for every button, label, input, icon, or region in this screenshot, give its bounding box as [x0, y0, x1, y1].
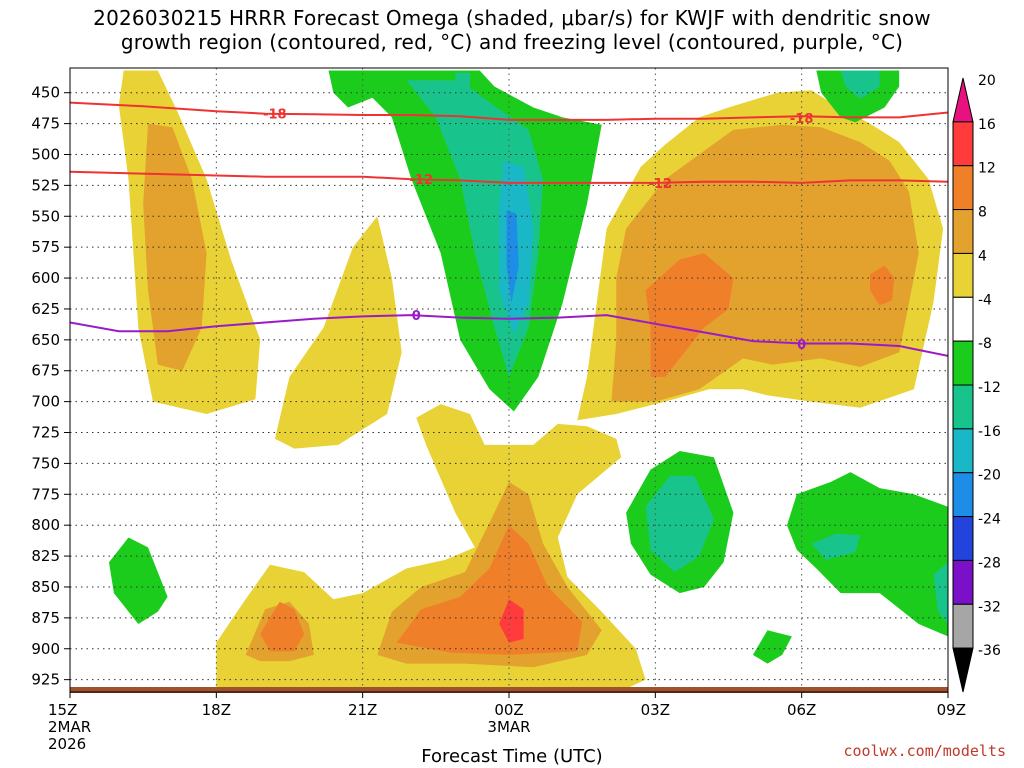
colorbar-band-8 — [952, 209, 974, 254]
y-tick-label-775: 775 — [31, 485, 60, 503]
colorbar-label--20: -20 — [978, 468, 1001, 484]
x-tick-label-00Z: 00Z — [494, 701, 523, 719]
colorbar-band--8 — [952, 340, 974, 386]
colorbar-top-arrow — [952, 77, 974, 123]
y-tick-label-475: 475 — [31, 115, 60, 133]
colorbar-label--16: -16 — [978, 424, 1001, 440]
x-tick-label-15Z: 15Z — [48, 701, 77, 719]
x-axis-label: Forecast Time (UTC) — [421, 746, 603, 767]
y-tick-label-450: 450 — [31, 84, 60, 102]
omega-region-bottom-orange-left — [260, 601, 305, 652]
colorbar-label--12: -12 — [978, 380, 1001, 396]
x-tick-label-09Z: 09Z — [937, 701, 966, 719]
omega-region-bottom-red — [499, 599, 524, 643]
colorbar-label--28: -28 — [978, 555, 1001, 571]
chart-title-line-2: growth region (contoured, red, °C) and f… — [120, 30, 904, 54]
colorbar-bottom-arrow — [952, 647, 974, 693]
isotherm-label-0-1: 0 — [797, 338, 806, 353]
y-tick-label-550: 550 — [31, 207, 60, 225]
colorbar-band-4 — [952, 252, 974, 298]
y-tick-label-725: 725 — [31, 424, 60, 442]
chart-title-line-1: 2026030215 HRRR Forecast Omega (shaded, … — [93, 6, 931, 30]
x-tick-year: 2026 — [48, 735, 86, 753]
isotherm-line--12 — [70, 170, 948, 184]
colorbar-label--24: -24 — [978, 512, 1001, 528]
colorbar-band--16 — [952, 428, 974, 474]
omega-region-right-green-big — [787, 472, 948, 637]
isotherm-label--12-0: -12 — [409, 173, 433, 188]
omega-region-right-teal-spot-a — [811, 533, 861, 560]
omega-region-top-blue — [506, 210, 519, 303]
isotherm-label--12-1: -12 — [648, 177, 672, 192]
terrain-ground-bar — [70, 687, 948, 693]
colorbar-label-8: 8 — [978, 205, 987, 221]
isotherm-line-0 — [70, 314, 948, 357]
isotherm-label--18-0: -18 — [263, 108, 287, 123]
colorbar-label-4: 4 — [978, 248, 987, 264]
omega-region-top-teal-spot — [455, 72, 470, 99]
colorbar-band--20 — [952, 472, 974, 518]
x-tick-label-03Z: 03Z — [641, 701, 670, 719]
y-tick-label-650: 650 — [31, 331, 60, 349]
x-tick-date-2MAR: 2MAR — [48, 718, 91, 736]
colorbar-band-12 — [952, 165, 974, 211]
y-tick-label-800: 800 — [31, 516, 60, 534]
y-tick-label-525: 525 — [31, 176, 60, 194]
colorbar-label--4: -4 — [978, 292, 992, 308]
colorbar-band--12 — [952, 384, 974, 430]
pressure-axis: 450 475 500 525 550 575 600 625 650 675 700 725 750 7… — [31, 84, 70, 689]
colorbar-label--36: -36 — [978, 643, 1001, 659]
colorbar-label-12: 12 — [978, 161, 996, 177]
x-tick-label-21Z: 21Z — [348, 701, 377, 719]
colorbar: 20 16 12 8 4 -4 -8 -12 -16 -20 -24 -28 -32 -36 — [952, 73, 1001, 693]
omega-region-mid-right-teal — [645, 475, 714, 573]
temperature-contours: -18 -18 -12 -12 0 0 — [70, 101, 948, 357]
colorbar-label--32: -32 — [978, 599, 1001, 615]
colorbar-band--28 — [952, 559, 974, 605]
colorbar-band--24 — [952, 516, 974, 561]
omega-region-right-teal-spot-b — [933, 562, 948, 624]
omega-region-small-green — [752, 630, 792, 664]
chart-title: 2026030215 HRRR Forecast Omega (shaded, … — [0, 6, 1024, 54]
colorbar-label-16: 16 — [978, 117, 996, 133]
y-tick-label-625: 625 — [31, 300, 60, 318]
y-tick-label-500: 500 — [31, 145, 60, 163]
x-tick-label-06Z: 06Z — [787, 701, 816, 719]
x-tick-label-18Z: 18Z — [202, 701, 231, 719]
omega-region-right-upper-orange-b — [870, 265, 895, 306]
y-tick-label-850: 850 — [31, 578, 60, 596]
colorbar-band--32 — [952, 603, 974, 649]
isotherm-label--18-1: -18 — [790, 112, 814, 127]
omega-region-bottom-orange-center — [396, 525, 583, 655]
y-tick-label-925: 925 — [31, 671, 60, 689]
x-tick-date-3MAR: 3MAR — [487, 718, 530, 736]
y-tick-label-875: 875 — [31, 609, 60, 627]
gridlines — [69, 68, 949, 692]
y-tick-label-700: 700 — [31, 393, 60, 411]
y-tick-label-825: 825 — [31, 547, 60, 565]
colorbar-label-20: 20 — [978, 73, 996, 89]
y-tick-label-900: 900 — [31, 640, 60, 658]
y-tick-label-600: 600 — [31, 269, 60, 287]
colorbar-band-16 — [952, 121, 974, 167]
y-tick-label-675: 675 — [31, 362, 60, 380]
omega-region-top-right-teal — [840, 70, 880, 99]
omega-region-left-green — [109, 537, 168, 624]
colorbar-label--8: -8 — [978, 336, 992, 352]
omega-region-mid-plume-yellow — [274, 216, 402, 449]
omega-region-right-upper-orange-a — [645, 253, 734, 377]
colorbar-band--4 — [952, 296, 974, 342]
isotherm-line--18 — [70, 101, 948, 121]
credit-text: coolwx.com/modelts — [843, 742, 1006, 760]
y-tick-label-575: 575 — [31, 238, 60, 256]
isotherm-label-0-0: 0 — [412, 309, 421, 324]
y-tick-label-750: 750 — [31, 454, 60, 472]
omega-shading — [109, 70, 948, 692]
